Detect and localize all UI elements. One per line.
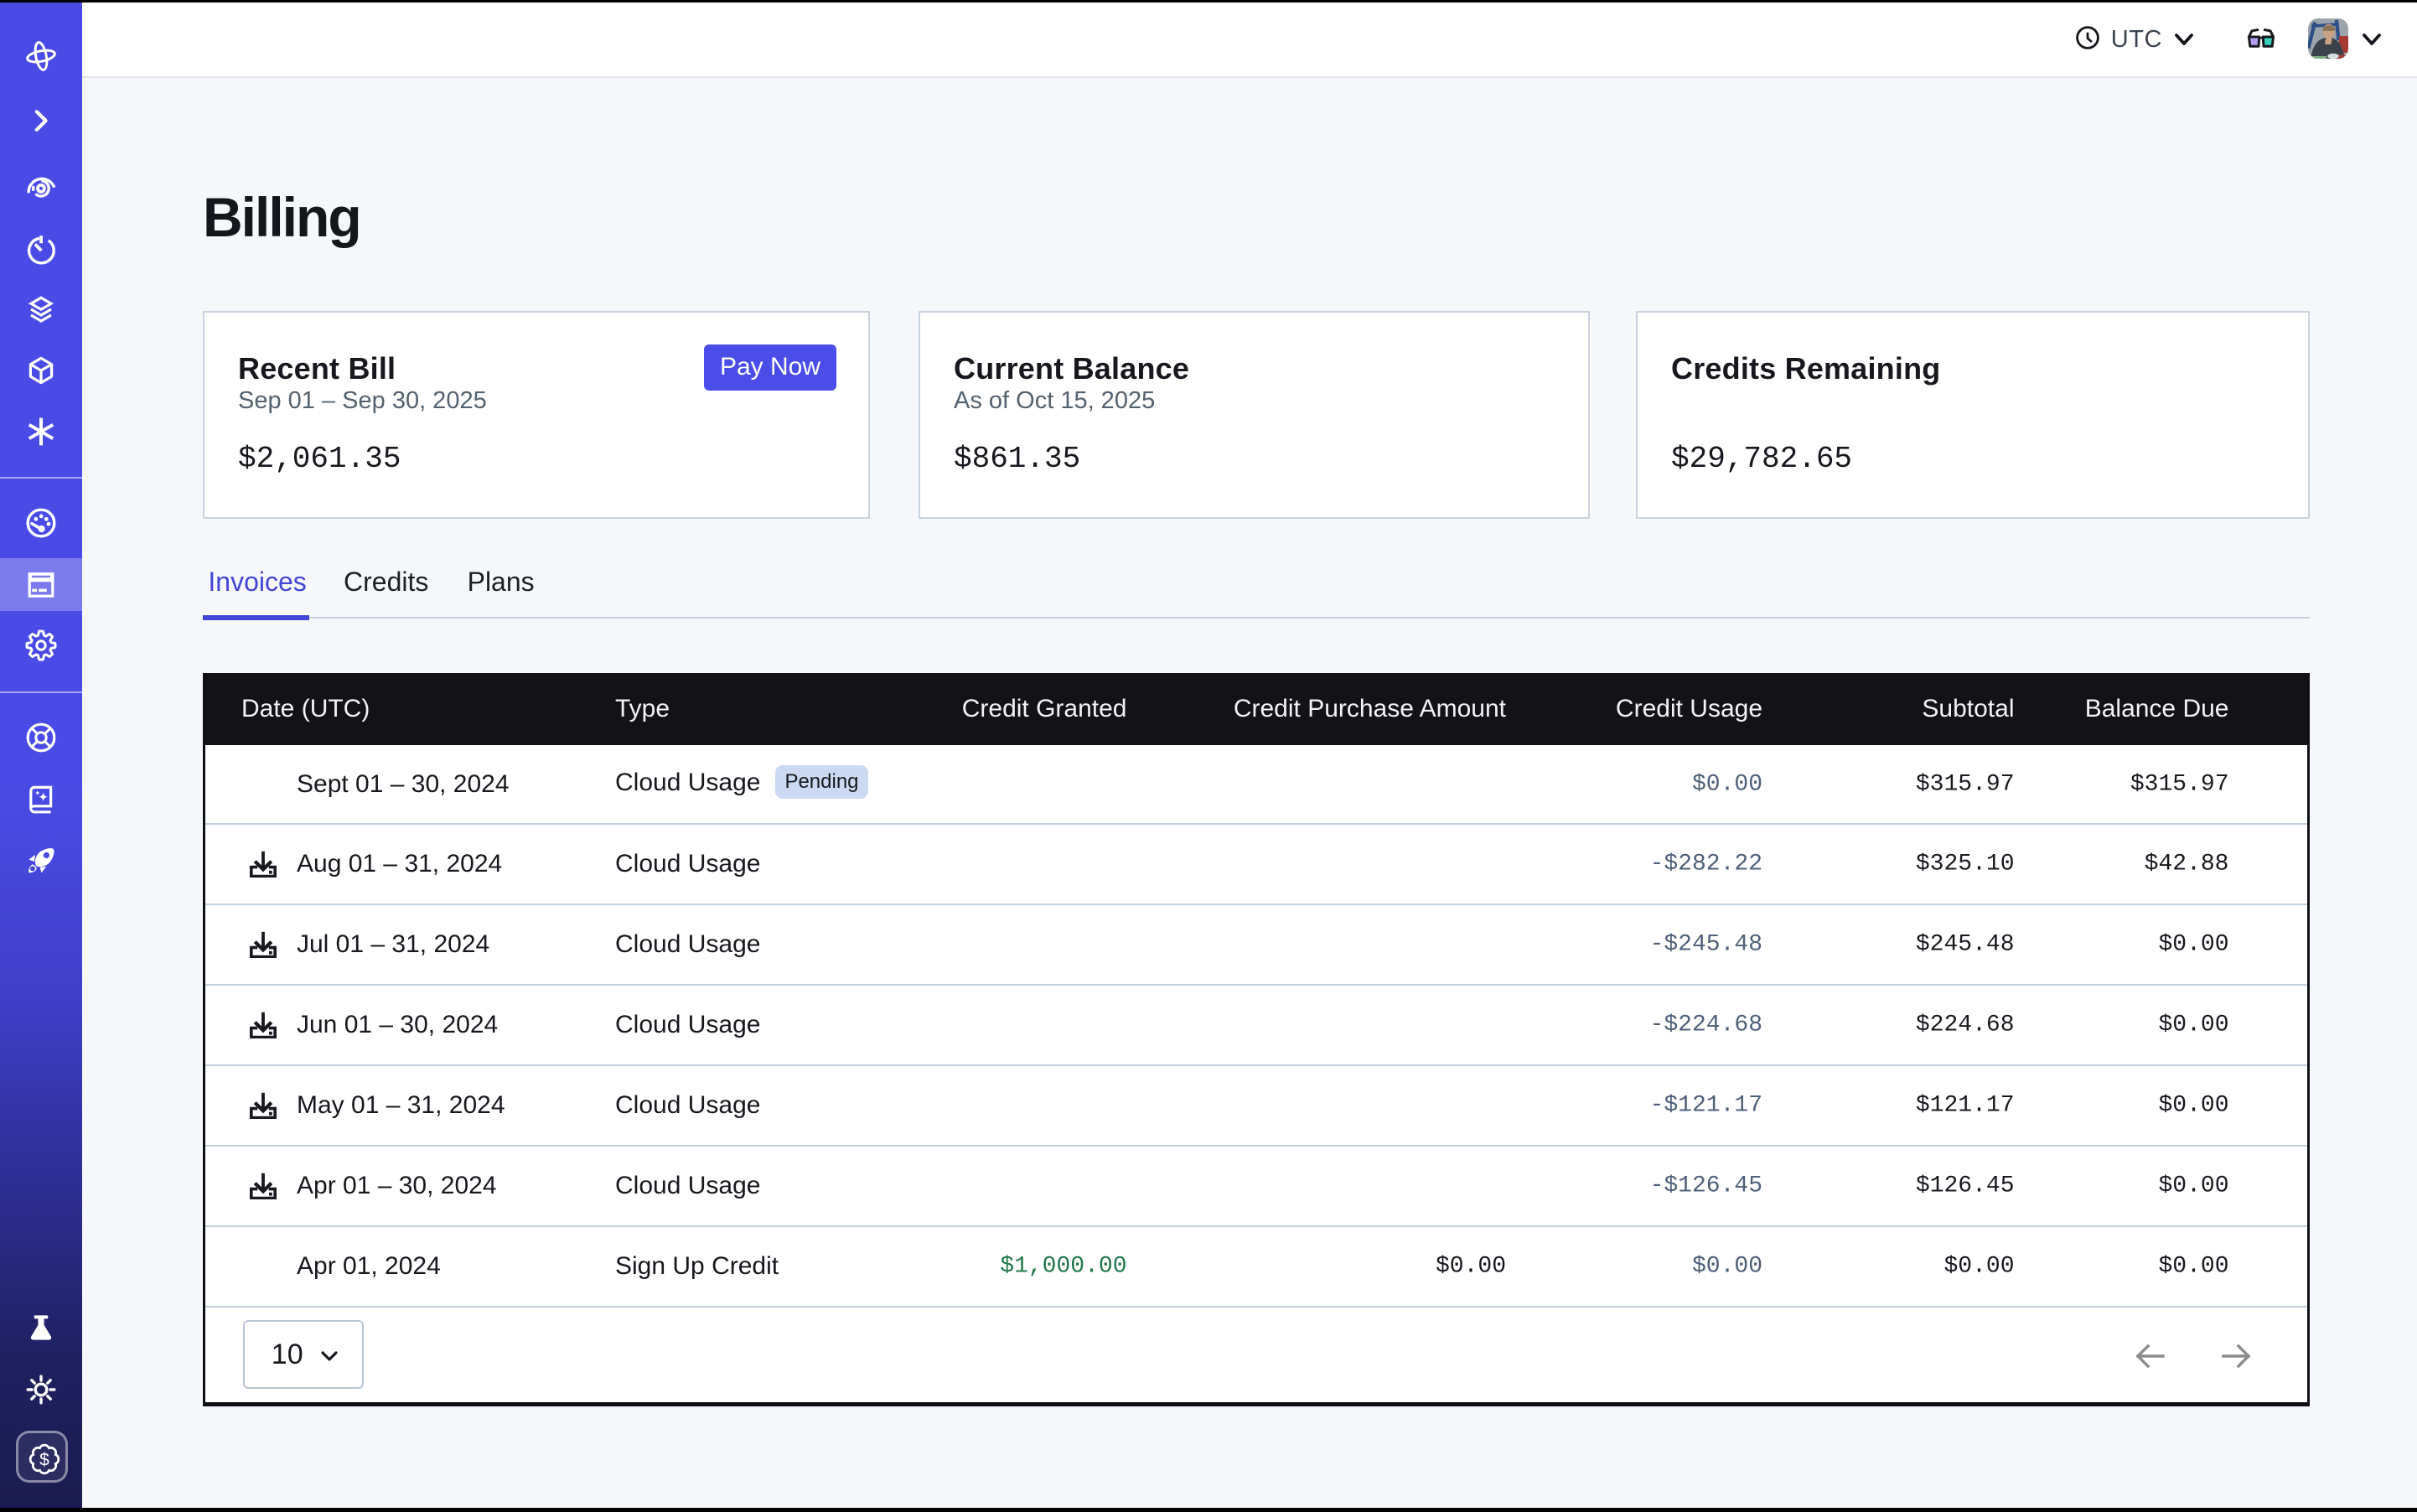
svg-text:$: $ bbox=[39, 1451, 49, 1470]
